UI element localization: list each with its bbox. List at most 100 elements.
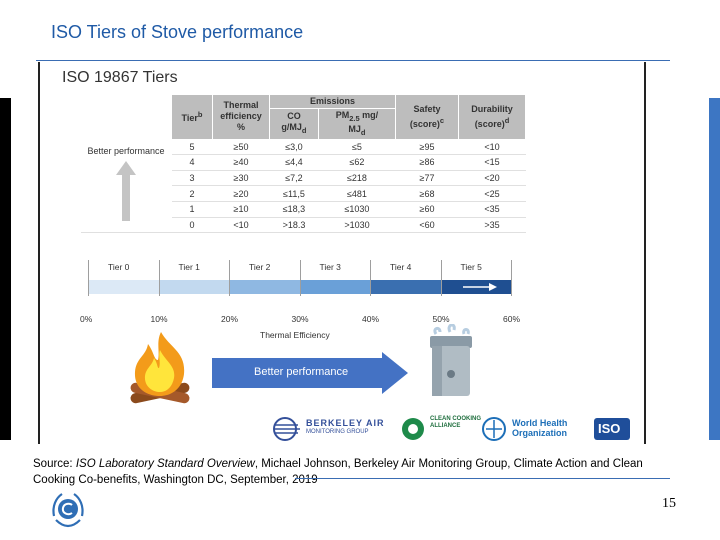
scale-tick [88,260,89,296]
scale-segment [229,280,300,294]
right-edge-bar [709,98,720,440]
scale-tier-label: Tier 4 [390,262,412,272]
table-cell-tier: 5 [171,139,213,156]
table-cell-durability: <25 [458,185,526,202]
berkeley-air-logo-icon [273,417,300,441]
scale-percent-label: 50% [432,314,450,324]
scale-segment [370,280,441,294]
source-rule [295,478,670,479]
iso-logo-icon [594,418,630,440]
tier-row: 3 ≥30 ≤7,2 ≤218 ≥77 <20 [81,170,526,187]
fire-icon [130,332,190,404]
slide-title: ISO Tiers of Stove performance [51,22,304,42]
table-cell-durability: <10 [458,139,526,156]
berkeley-air-logo-subtext: MONITORING GROUP [306,429,369,435]
scale-segment [299,280,370,294]
scale-segment [88,280,159,294]
table-cell-co: ≤11,5 [269,185,319,202]
table-cell-thermal: ≥10 [212,201,270,218]
table-cell-pm: ≤62 [318,154,396,171]
scale-percent-label: 10% [150,314,168,324]
title-rule [36,60,670,61]
table-cell-tier: 1 [171,201,213,218]
tier-row: 1 ≥10 ≤18,3 ≤1030 ≥60 <35 [81,201,526,218]
scale-percent-label: 0% [80,314,93,324]
table-cell-durability: <20 [458,170,526,187]
tier-header: Tierb [171,94,213,140]
scale-tick [229,260,230,296]
table-cell-co: ≤18,3 [269,201,319,218]
iso-logo-text: ISO [598,421,621,436]
up-arrow-icon [116,160,136,221]
scale-tier-label: Tier 0 [108,262,130,272]
empty-header-cell [80,94,172,140]
table-cell-safety: ≥86 [395,154,459,171]
figure-title: ISO 19867 Tiers [62,69,178,86]
table-cell-safety: ≥77 [395,170,459,187]
table-cell-thermal: ≥20 [212,185,270,202]
table-cell-pm: ≤481 [318,185,396,202]
table-cell-safety: ≥60 [395,201,459,218]
table-cell-safety: ≥68 [395,185,459,202]
table-cell-co: ≤3,0 [269,139,319,156]
scale-tick [158,260,160,296]
clean-cooking-logo-icon [402,418,424,440]
scale-percent-label: 30% [291,314,309,324]
scale-tier-label: Tier 5 [460,262,482,272]
table-cell-co: >18.3 [269,217,319,234]
table-cell-durability: >35 [458,217,526,234]
un-climate-logo-icon [52,493,84,528]
emissions-header: Emissions [269,94,396,109]
table-cell-pm: ≤1030 [318,201,396,218]
better-performance-arrow [212,352,408,394]
page-number: 15 [662,496,676,511]
table-cell-thermal: ≥40 [212,154,270,171]
tiers-table: Tierb Thermal efficiency % Emissions Saf… [80,94,526,234]
right-arrow-icon [462,283,497,291]
table-cell-tier: 2 [171,185,213,202]
better-performance-label: Better performance [254,366,349,378]
co-header: CO g/MJd [269,108,319,140]
scale-percent-label: 60% [503,314,521,324]
scale-percent-label: 20% [221,314,239,324]
left-edge-bar [0,98,11,440]
who-emblem-icon [482,417,506,441]
berkeley-air-logo-text: BERKELEY AIR [306,418,385,428]
scale-percent-label: 40% [362,314,380,324]
table-cell-safety: <60 [395,217,459,234]
table-cell-durability: <35 [458,201,526,218]
scale-tick [511,260,512,296]
scale-axis-label: Thermal Efficiency [260,330,330,340]
scale-tier-label: Tier 1 [178,262,200,272]
table-cell-thermal: ≥30 [212,170,270,187]
table-cell-pm: >1030 [318,217,396,234]
thermal-header: Thermal efficiency % [212,94,270,140]
table-cell-pm: ≤218 [318,170,396,187]
scale-tier-label: Tier 2 [249,262,271,272]
better-performance-side-label: Better performance [87,145,165,156]
table-cell-tier: 3 [171,170,213,187]
scale-tick [440,260,442,296]
table-cell-tier: 4 [171,154,213,171]
scale-tier-label: Tier 3 [319,262,341,272]
clean-cooking-logo-text: CLEAN COOKING ALLIANCE [430,416,481,429]
table-cell-safety: ≥95 [395,139,459,156]
table-cell-pm: ≤5 [318,139,396,156]
pm-header: PM2.5 mg/MJd [317,108,397,140]
tier-row: 4 ≥40 ≤4,4 ≤62 ≥86 <15 [81,154,526,171]
better-performance-cell: Better performance [80,139,172,234]
tier-row: 2 ≥20 ≤11,5 ≤481 ≥68 <25 [81,185,526,202]
source-citation: Source: ISO Laboratory Standard Overview… [33,458,643,486]
table-cell-tier: 0 [171,217,213,234]
table-cell-co: ≤7,2 [269,170,319,187]
safety-header: Safety (score)c [395,94,459,140]
scale-segment [158,280,229,294]
scale-tick [370,260,371,296]
scale-tick [299,260,301,296]
table-cell-thermal: ≥50 [212,139,270,156]
who-logo-text: World Health Organization [512,418,568,438]
tier-row: Better performance 5 ≥50 ≤3,0 ≤5 ≥95 <10 [80,139,526,234]
durability-header: Durability (score)d [458,94,526,140]
table-cell-co: ≤4,4 [269,154,319,171]
table-cell-thermal: <10 [212,217,270,234]
